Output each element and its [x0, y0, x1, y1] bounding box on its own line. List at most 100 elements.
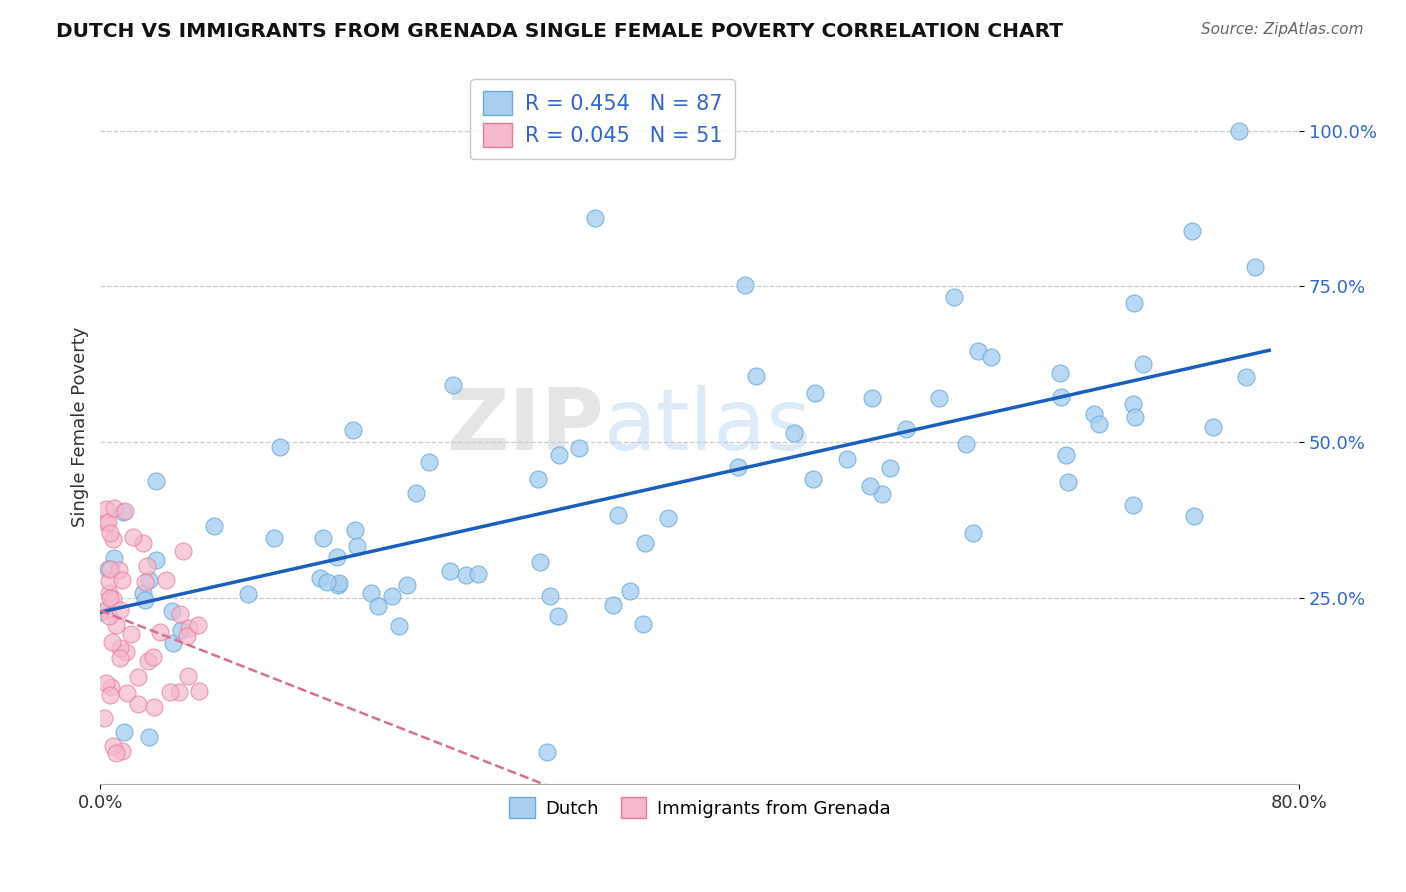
Point [96, 515, 118, 529]
Point [98, 526, 121, 541]
Point [859, 478, 882, 492]
Point [90, 605, 112, 619]
Point [1243, 260, 1265, 275]
Point [962, 525, 984, 540]
Point [879, 461, 901, 475]
Point [145, 474, 167, 488]
Point [536, 745, 558, 759]
Point [115, 645, 138, 659]
Point [172, 544, 194, 558]
Point [943, 290, 966, 304]
Point [155, 573, 177, 587]
Point [202, 519, 225, 533]
Point [135, 558, 157, 573]
Point [98, 562, 121, 576]
Point [94, 676, 117, 690]
Point [94, 516, 117, 531]
Point [801, 471, 824, 485]
Legend: Dutch, Immigrants from Grenada: Dutch, Immigrants from Grenada [502, 790, 897, 825]
Point [93, 711, 115, 725]
Point [177, 622, 200, 636]
Point [101, 739, 124, 753]
Point [101, 592, 124, 607]
Text: DUTCH VS IMMIGRANTS FROM GRENADA SINGLE FEMALE POVERTY CORRELATION CHART: DUTCH VS IMMIGRANTS FROM GRENADA SINGLE … [56, 22, 1063, 41]
Point [568, 442, 591, 456]
Point [100, 681, 122, 695]
Point [441, 377, 464, 392]
Point [1202, 420, 1225, 434]
Point [162, 635, 184, 649]
Point [360, 586, 382, 600]
Point [607, 508, 630, 523]
Point [132, 586, 155, 600]
Point [1123, 295, 1146, 310]
Point [105, 618, 128, 632]
Point [872, 487, 894, 501]
Point [98, 591, 121, 605]
Point [467, 566, 489, 581]
Point [619, 584, 641, 599]
Point [108, 641, 131, 656]
Point [734, 278, 756, 293]
Point [548, 448, 571, 462]
Point [108, 603, 131, 617]
Point [169, 607, 191, 621]
Point [1122, 396, 1144, 410]
Point [312, 531, 335, 545]
Text: atlas: atlas [603, 385, 811, 468]
Point [308, 571, 330, 585]
Point [108, 563, 131, 577]
Point [127, 670, 149, 684]
Point [454, 567, 477, 582]
Point [860, 391, 883, 405]
Point [547, 609, 569, 624]
Point [328, 576, 350, 591]
Point [1049, 390, 1071, 404]
Point [1083, 407, 1105, 421]
Point [1049, 367, 1071, 381]
Point [1056, 475, 1078, 489]
Point [149, 624, 172, 639]
Point [1181, 224, 1204, 238]
Point [657, 511, 679, 525]
Point [326, 578, 349, 592]
Point [134, 593, 156, 607]
Point [1234, 369, 1257, 384]
Point [134, 575, 156, 590]
Point [526, 472, 548, 486]
Point [1227, 124, 1250, 138]
Point [388, 618, 411, 632]
Point [418, 455, 440, 469]
Point [928, 392, 950, 406]
Point [316, 575, 339, 590]
Point [114, 504, 136, 518]
Point [344, 523, 367, 537]
Point [1054, 449, 1077, 463]
Point [100, 635, 122, 649]
Point [169, 685, 191, 699]
Point [804, 386, 827, 401]
Point [94, 502, 117, 516]
Point [955, 437, 977, 451]
Point [439, 564, 461, 578]
Point [405, 486, 427, 500]
Point [122, 530, 145, 544]
Point [1087, 417, 1109, 431]
Point [783, 425, 806, 440]
Point [98, 608, 121, 623]
Point [529, 555, 551, 569]
Point [325, 549, 347, 564]
Point [138, 574, 160, 588]
Point [980, 350, 1002, 364]
Point [142, 700, 165, 714]
Point [835, 452, 858, 467]
Point [162, 604, 184, 618]
Point [188, 684, 211, 698]
Point [111, 574, 134, 588]
Point [108, 651, 131, 665]
Point [1125, 410, 1147, 425]
Point [159, 685, 181, 699]
Point [127, 698, 149, 712]
Point [96, 602, 118, 616]
Point [634, 536, 657, 550]
